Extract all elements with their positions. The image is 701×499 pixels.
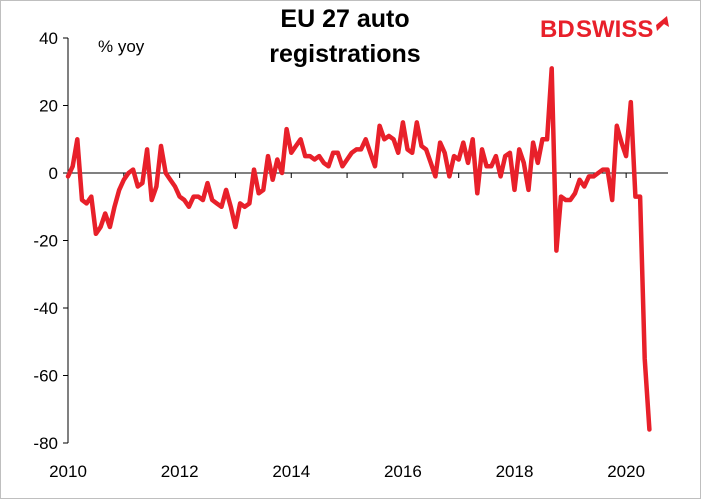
y-tick-label: 0 (49, 164, 58, 183)
y-tick-label: -80 (33, 434, 58, 453)
bdswiss-logo: BD SWISS (540, 16, 669, 43)
y-axis-ticks: 40 20 0 -20 -40 -60 -80 (33, 29, 68, 453)
y-tick-label: -20 (33, 232, 58, 251)
x-tick-label: 2020 (607, 462, 645, 481)
x-tick-label: 2010 (49, 462, 87, 481)
series-group (65, 66, 652, 432)
logo-arrow-icon (656, 16, 669, 31)
y-tick-label: -60 (33, 367, 58, 386)
y-tick-label: 40 (39, 29, 58, 48)
x-axis-ticks: 2010 2012 2014 2016 2018 2020 (49, 173, 645, 481)
y-tick-label: -40 (33, 299, 58, 318)
chart-title-line-1: EU 27 auto (280, 5, 409, 33)
logo-text-bd: BD (540, 16, 575, 43)
chart-title-line-2: registrations (269, 40, 420, 68)
x-tick-label: 2012 (161, 462, 199, 481)
logo-text-swiss: SWISS (576, 16, 653, 43)
x-tick-label: 2014 (272, 462, 310, 481)
y-tick-label: 20 (39, 97, 58, 116)
x-tick-label: 2016 (384, 462, 422, 481)
series-line (65, 66, 652, 432)
x-tick-label: 2018 (496, 462, 534, 481)
unit-label: % yoy (98, 37, 145, 56)
